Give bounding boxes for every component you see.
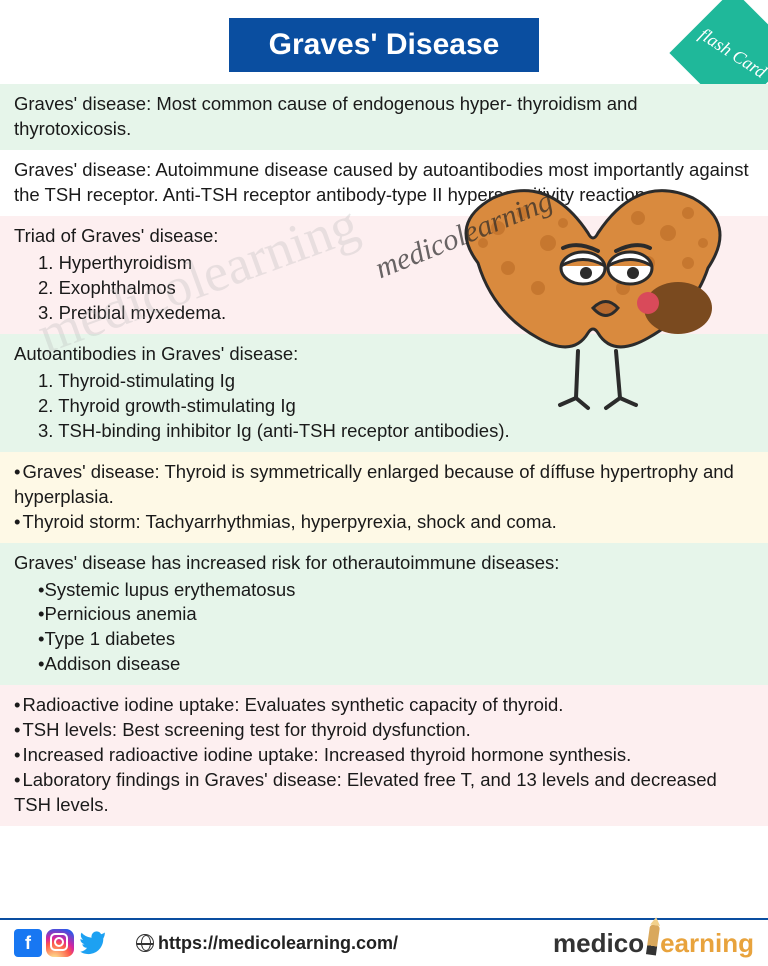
section-definition-1: Graves' disease: Most common cause of en… — [0, 84, 768, 150]
globe-icon — [136, 934, 154, 952]
flash-card-tag-text: flash Card — [696, 25, 768, 81]
thyroid-cartoon-icon — [438, 173, 748, 433]
section-labs: Radioactive iodine uptake: Evaluates syn… — [0, 685, 768, 826]
enlarge-item: Graves' disease: Thyroid is symmetricall… — [14, 460, 754, 510]
section-enlargement: Graves' disease: Thyroid is symmetricall… — [0, 452, 768, 543]
pencil-icon — [646, 924, 660, 955]
risk-item: •Pernicious anemia — [14, 602, 754, 627]
labs-item: Radioactive iodine uptake: Evaluates syn… — [14, 693, 754, 718]
labs-item: Increased radioactive iodine uptake: Inc… — [14, 743, 754, 768]
social-icons: f — [14, 929, 106, 957]
twitter-icon[interactable] — [78, 929, 106, 957]
enlarge-item: Thyroid storm: Tachyarrhythmias, hyperpy… — [14, 510, 754, 535]
section-risk: Graves' disease has increased risk for o… — [0, 543, 768, 686]
labs-item: Laboratory findings in Graves' disease: … — [14, 768, 754, 818]
labs-item: TSH levels: Best screening test for thyr… — [14, 718, 754, 743]
footer: f https://medicolearning.com/ medico ear… — [0, 918, 768, 966]
risk-heading: Graves' disease has increased risk for o… — [14, 551, 754, 576]
brand-part-2: earning — [660, 928, 754, 959]
website-url[interactable]: https://medicolearning.com/ — [136, 933, 398, 954]
risk-item: •Systemic lupus erythematosus — [14, 578, 754, 603]
risk-item: •Type 1 diabetes — [14, 627, 754, 652]
page-title: Graves' Disease — [229, 18, 540, 72]
instagram-icon[interactable] — [46, 929, 74, 957]
risk-item: •Addison disease — [14, 652, 754, 677]
url-text: https://medicolearning.com/ — [158, 933, 398, 954]
brand-logo: medico earning — [553, 925, 754, 961]
flashcard-container: flash Card Graves' Disease medicolearnin… — [0, 18, 768, 966]
facebook-icon[interactable]: f — [14, 929, 42, 957]
brand-part-1: medico — [553, 928, 644, 959]
